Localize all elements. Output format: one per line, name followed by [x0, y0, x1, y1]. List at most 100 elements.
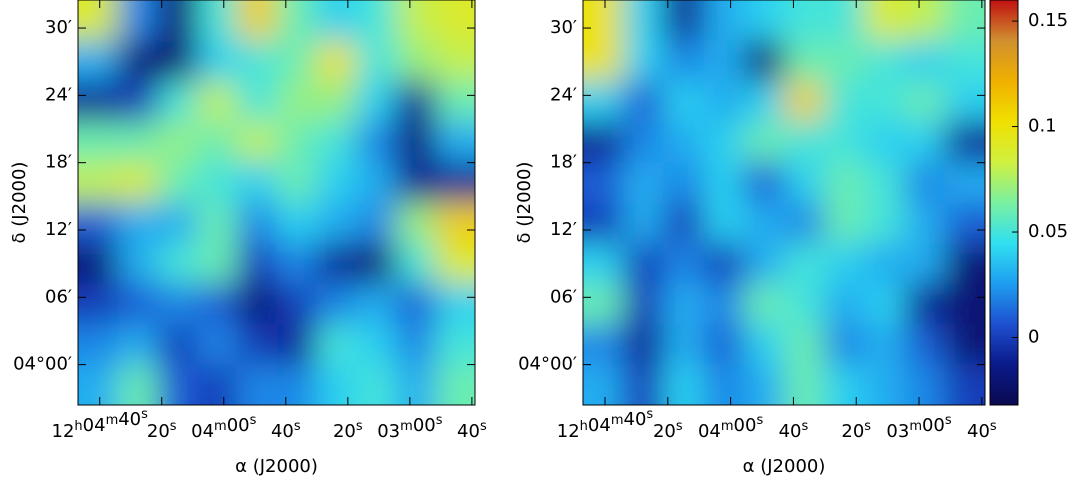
map-cell [395, 364, 436, 405]
y-tick-label: 04°00′ [13, 354, 72, 375]
map-cell [583, 0, 624, 41]
map-cell [864, 243, 905, 284]
map-cell [904, 121, 945, 162]
map-cell [583, 364, 624, 405]
map-cell [316, 364, 356, 405]
map-cell [435, 283, 475, 324]
x-tick-label: 12h04m40s [52, 407, 149, 443]
y-tick-label: 06′ [45, 286, 72, 307]
map-cell [197, 162, 237, 203]
map-cell [157, 283, 198, 324]
map-cell [355, 364, 396, 405]
map-cell [583, 40, 624, 81]
map-cell [236, 364, 277, 405]
map-cell [703, 121, 744, 162]
map-cell [824, 81, 865, 122]
map-cell [316, 121, 356, 162]
map-cell [743, 0, 784, 41]
map-cell [864, 121, 905, 162]
map-cell [784, 81, 825, 122]
map-cell [864, 324, 905, 365]
map-cell [743, 283, 784, 324]
map-cell [435, 121, 475, 162]
y-tick-label: 04°00′ [518, 354, 577, 375]
x-tick-label: 04m00s [191, 413, 256, 443]
map-cell [117, 0, 158, 41]
map-cell [395, 40, 436, 81]
x-axis-title: α (J2000) [235, 456, 318, 477]
map-cell [236, 283, 277, 324]
y-tick-label: 24′ [45, 84, 72, 105]
map-cell [236, 81, 277, 122]
map-cell [583, 81, 624, 122]
map-cell [355, 162, 396, 203]
map-cell [236, 162, 277, 203]
map-cell [743, 243, 784, 284]
map-cell [197, 364, 237, 405]
map-cell [236, 202, 277, 243]
map-cell [743, 81, 784, 122]
map-cell [316, 81, 356, 122]
map-cell [784, 162, 825, 203]
map-cell [743, 40, 784, 81]
map-cell [197, 40, 237, 81]
map-cell [355, 81, 396, 122]
map-cell [703, 283, 744, 324]
map-cell [743, 202, 784, 243]
map-cell [355, 0, 396, 41]
map-cell [864, 81, 905, 122]
map-cell [663, 40, 704, 81]
map-cell [197, 81, 237, 122]
map-cell [824, 0, 865, 41]
map-cell [623, 243, 664, 284]
map-cell [117, 324, 158, 365]
map-cell [944, 81, 985, 122]
map-cell [197, 283, 237, 324]
x-tick-label: 20s [333, 419, 363, 443]
map-cell [623, 40, 664, 81]
map-cell [78, 0, 118, 41]
map-cell [117, 202, 158, 243]
map-cell [824, 121, 865, 162]
x-tick-label: 40s [457, 419, 487, 443]
map-cell [703, 0, 744, 41]
map-cell [435, 364, 475, 405]
map-cell [395, 243, 436, 284]
y-tick-label: 12′ [45, 219, 72, 240]
map-cell [316, 162, 356, 203]
map-cell [276, 202, 317, 243]
map [583, 0, 985, 405]
map-cell [276, 324, 317, 365]
map-cell [157, 162, 198, 203]
map-cell [583, 202, 624, 243]
map-cell [157, 0, 198, 41]
map-cell [78, 283, 118, 324]
map-cell [703, 364, 744, 405]
x-axis-title: α (J2000) [743, 456, 826, 477]
map-cell [904, 40, 945, 81]
map-cell [663, 243, 704, 284]
map-cell [355, 202, 396, 243]
map-cell [663, 162, 704, 203]
map-cell [904, 0, 945, 41]
map-cell [663, 324, 704, 365]
map-cell [157, 81, 198, 122]
map-cell [395, 81, 436, 122]
map-cell [904, 81, 945, 122]
frame [582, 0, 986, 406]
map-cell [157, 243, 198, 284]
map-cell [583, 162, 624, 203]
map-cell [435, 0, 475, 41]
map-cell [824, 283, 865, 324]
x-tick-label: 20s [147, 419, 177, 443]
map-cell [703, 243, 744, 284]
x-tick-label: 40s [271, 419, 301, 443]
map-cell [743, 324, 784, 365]
map-cell [117, 162, 158, 203]
map-cell [864, 202, 905, 243]
map-cell [864, 40, 905, 81]
map-cell [663, 121, 704, 162]
map-cell [904, 364, 945, 405]
x-tick-label: 12h04m40s [557, 407, 654, 443]
map-cell [78, 121, 118, 162]
